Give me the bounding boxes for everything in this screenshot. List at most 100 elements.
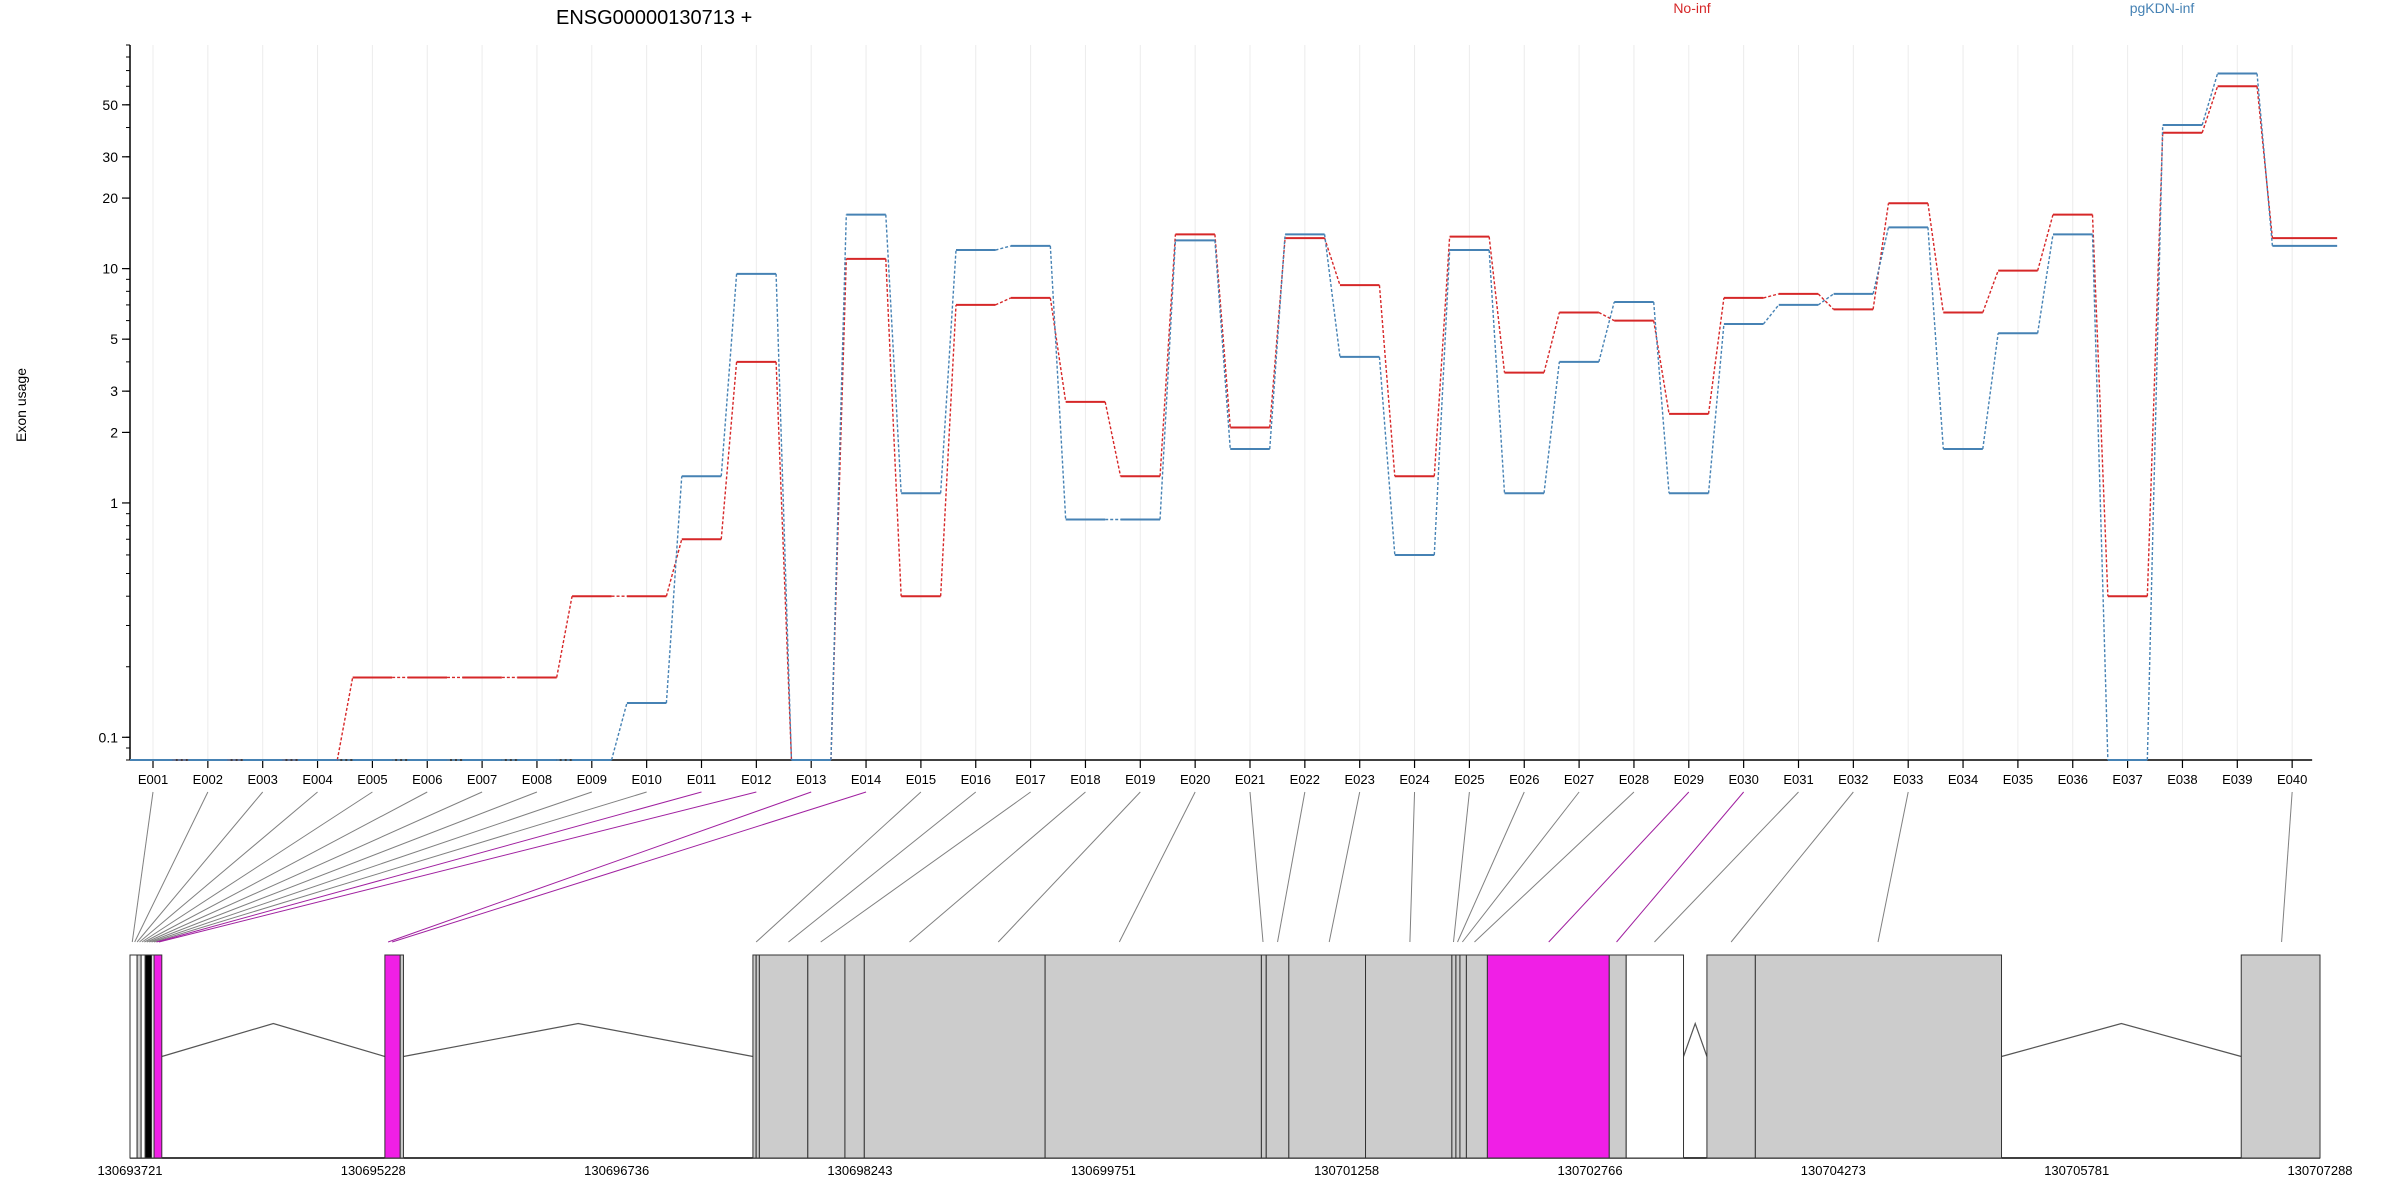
coordinate-label: 130702766 — [1558, 1163, 1623, 1178]
connector-E006 — [144, 791, 428, 943]
y-axis-label: Exon usage — [13, 368, 29, 442]
series-connector — [1598, 301, 1615, 363]
series-connector — [2201, 86, 2219, 133]
series-connector — [1598, 311, 1615, 322]
x-tick-label: E038 — [2167, 772, 2197, 787]
connector-E003 — [136, 791, 264, 943]
exon-block — [153, 954, 163, 1159]
series-connector — [720, 273, 738, 477]
x-tick-label: E022 — [1290, 772, 1320, 787]
x-tick-label: E010 — [631, 772, 661, 787]
connector-E016 — [788, 791, 977, 943]
series-connector — [1982, 270, 1999, 313]
series-connector — [1927, 203, 1944, 313]
x-tick-label: E006 — [412, 772, 442, 787]
exon-block — [1455, 954, 1461, 1159]
axes: 0.1 1 2 3 5 10 20 30 50 E001 E002 E003 E004 E005 E006 E… — [99, 44, 2313, 787]
exon-block — [1486, 954, 1610, 1159]
series-connector — [2256, 73, 2274, 246]
x-tick-label: E008 — [522, 772, 552, 787]
connector-E030 — [1616, 791, 1745, 943]
legend-entry: pgKDN-inf — [2130, 0, 2195, 16]
connector-E009 — [151, 791, 592, 943]
connector-E031 — [1654, 791, 1799, 943]
exon-block — [399, 954, 404, 1159]
series-lines — [130, 72, 2338, 761]
x-tick-label: E019 — [1125, 772, 1155, 787]
x-tick-label: E035 — [2003, 772, 2033, 787]
coordinate-label: 130704273 — [1801, 1163, 1866, 1178]
exon-block — [129, 954, 138, 1159]
series-connector — [1543, 361, 1561, 494]
coordinate-label: 130707288 — [2287, 1163, 2352, 1178]
exon-block — [1044, 954, 1262, 1159]
exon-block — [1459, 954, 1467, 1159]
connector-E026 — [1457, 791, 1525, 943]
connector-E027 — [1461, 791, 1580, 943]
series-connector — [775, 273, 793, 761]
x-tick-label: E015 — [906, 772, 936, 787]
y-tick-label: 2 — [110, 424, 118, 440]
connector-E021 — [1249, 791, 1264, 943]
chart-title: ENSG00000130713 + — [556, 7, 752, 29]
exon-block — [1754, 954, 2003, 1159]
x-tick-label: E025 — [1454, 772, 1484, 787]
y-tick-label: 30 — [102, 149, 118, 165]
series-connector — [1488, 236, 1506, 373]
x-tick-label: E031 — [1783, 772, 1813, 787]
exon-block — [1625, 954, 1685, 1159]
series-connector — [1982, 333, 1999, 450]
series-connector — [2036, 234, 2054, 334]
x-tick-label: E024 — [1399, 772, 1429, 787]
connector-E040 — [2281, 791, 2293, 943]
connector-E018 — [909, 791, 1086, 943]
series-connector — [1323, 237, 1341, 286]
series-connector — [1049, 245, 1067, 520]
legend-entry: No-inf — [1673, 0, 1710, 16]
exon-block — [1706, 954, 1756, 1159]
series-connector — [995, 297, 1012, 306]
x-tick-label: E023 — [1345, 772, 1375, 787]
connector-E029 — [1548, 791, 1690, 943]
x-tick-label: E011 — [687, 772, 716, 787]
series-connector — [1378, 356, 1396, 555]
series-connector — [2146, 124, 2164, 761]
series-connector — [1104, 401, 1122, 477]
series-connector — [2036, 214, 2054, 271]
coordinate-label: 130699751 — [1071, 1163, 1136, 1178]
y-tick-label: 3 — [110, 383, 118, 399]
connector-E001 — [131, 791, 154, 943]
x-tick-label: E032 — [1838, 772, 1868, 787]
series-connector — [1378, 285, 1396, 477]
coordinate-label: 130696736 — [584, 1163, 649, 1178]
connector-E024 — [1409, 791, 1416, 943]
connector-E014 — [391, 791, 867, 943]
x-tick-label: E029 — [1674, 772, 1704, 787]
x-tick-label: E009 — [577, 772, 607, 787]
series-connector — [1214, 240, 1231, 450]
connector-E013 — [387, 791, 812, 943]
series-connector — [2091, 234, 2109, 761]
connector-E019 — [997, 791, 1141, 943]
intron — [161, 1022, 386, 1058]
y-tick-label: 0.1 — [99, 729, 119, 745]
x-tick-label: E012 — [741, 772, 771, 787]
series-connector — [1488, 250, 1506, 494]
series-connector — [610, 702, 628, 761]
connector-E011 — [156, 791, 702, 943]
coordinate-label: 130698243 — [827, 1163, 892, 1178]
series-connector — [665, 476, 683, 704]
x-tick-label: E016 — [961, 772, 991, 787]
series-connector — [885, 258, 902, 597]
x-tick-label: E007 — [467, 772, 497, 787]
y-tick-label: 50 — [102, 97, 118, 113]
connector-E017 — [820, 791, 1031, 943]
series-connector — [1817, 293, 1835, 310]
x-tick-label: E004 — [302, 772, 332, 787]
series-connector — [1269, 238, 1286, 428]
connector-E025 — [1452, 791, 1470, 943]
exon-block — [844, 954, 865, 1159]
series-connector — [1707, 297, 1725, 414]
x-tick-label: E028 — [1619, 772, 1649, 787]
coordinate-label: 130693721 — [97, 1163, 162, 1178]
